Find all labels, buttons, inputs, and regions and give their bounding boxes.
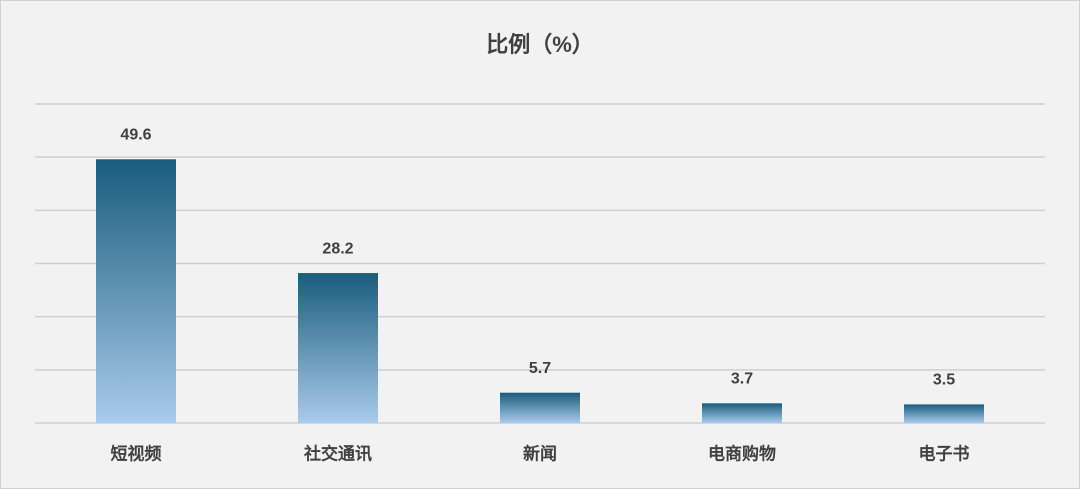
x-tick-label: 电子书 (919, 443, 970, 463)
bar (500, 392, 580, 423)
x-tick-label: 短视频 (111, 443, 162, 463)
data-label: 49.6 (120, 127, 151, 144)
data-label: 5.7 (529, 360, 551, 377)
bar (96, 159, 176, 423)
x-tick-label: 新闻 (523, 443, 557, 463)
x-tick-label: 电商购物 (708, 443, 776, 463)
data-label: 28.2 (322, 240, 353, 257)
bar (298, 273, 378, 423)
data-label: 3.5 (933, 372, 955, 389)
bar (702, 403, 782, 423)
bar (904, 404, 984, 423)
x-tick-label: 社交通讯 (303, 443, 372, 463)
data-label: 3.7 (731, 371, 753, 388)
chart-title: 比例（%） (486, 32, 594, 57)
